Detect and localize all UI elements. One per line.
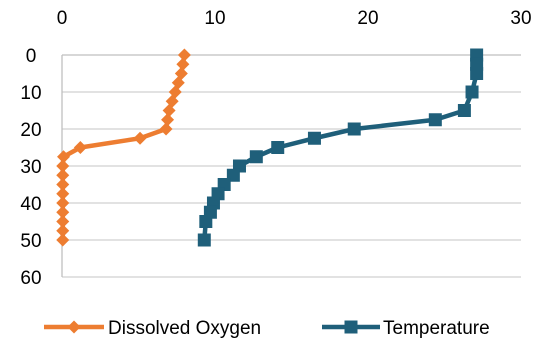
y-axis-tick-labels: 0 10 20 30 40 50 60 xyxy=(20,46,41,289)
data-point-dissolved-oxygen xyxy=(56,196,70,210)
data-point-dissolved-oxygen xyxy=(56,178,70,191)
data-point-dissolved-oxygen xyxy=(162,104,176,117)
legend-label-temperature: Temperature xyxy=(383,318,490,339)
data-point-dissolved-oxygen xyxy=(56,168,70,182)
y-tick-label: 60 xyxy=(20,268,41,289)
series-dissolved-oxygen xyxy=(56,48,191,247)
series-line-temperature xyxy=(202,55,479,241)
legend-marker-dissolved-oxygen xyxy=(67,320,81,334)
data-point-temperature xyxy=(457,104,471,117)
legend-label-dissolved-oxygen: Dissolved Oxygen xyxy=(108,318,261,339)
data-point-temperature xyxy=(197,233,211,247)
data-point-dissolved-oxygen xyxy=(56,233,70,247)
data-point-dissolved-oxygen xyxy=(56,205,70,219)
data-point-temperature xyxy=(307,131,321,145)
data-point-temperature xyxy=(199,215,213,228)
legend-item-dissolved-oxygen: Dissolved Oxygen xyxy=(44,318,261,339)
y-tick-label: 0 xyxy=(26,46,37,67)
x-tick-label: 30 xyxy=(510,8,531,29)
gridlines xyxy=(61,54,521,278)
y-tick-label: 40 xyxy=(20,194,41,215)
legend-item-temperature: Temperature xyxy=(322,318,490,339)
data-point-dissolved-oxygen xyxy=(56,159,70,173)
data-point-dissolved-oxygen xyxy=(56,187,70,201)
data-point-dissolved-oxygen xyxy=(56,215,70,228)
data-point-temperature xyxy=(249,150,263,164)
y-tick-label: 30 xyxy=(20,157,41,178)
plot-area xyxy=(56,48,484,247)
data-point-dissolved-oxygen xyxy=(133,131,147,145)
legend-marker-temperature xyxy=(344,320,358,334)
data-point-dissolved-oxygen xyxy=(73,141,87,154)
data-point-dissolved-oxygen xyxy=(177,48,191,62)
x-tick-label: 20 xyxy=(357,8,378,29)
data-point-temperature xyxy=(428,113,442,127)
y-tick-label: 20 xyxy=(20,120,41,141)
data-point-temperature xyxy=(271,141,285,154)
x-axis-tick-labels: 0 10 20 30 xyxy=(57,8,532,29)
data-point-dissolved-oxygen xyxy=(159,122,173,136)
y-tick-label: 10 xyxy=(20,83,41,104)
data-point-temperature xyxy=(470,67,484,80)
data-point-temperature xyxy=(465,85,479,99)
data-point-temperature xyxy=(347,122,361,136)
data-point-dissolved-oxygen xyxy=(176,57,190,71)
data-point-dissolved-oxygen xyxy=(56,224,70,238)
x-tick-label: 10 xyxy=(204,8,225,29)
data-point-dissolved-oxygen xyxy=(161,113,175,127)
x-tick-label: 0 xyxy=(57,8,68,29)
series-temperature xyxy=(197,48,484,247)
y-tick-label: 50 xyxy=(20,231,41,252)
legend: Dissolved Oxygen Temperature xyxy=(44,318,490,339)
data-point-dissolved-oxygen xyxy=(57,150,71,164)
